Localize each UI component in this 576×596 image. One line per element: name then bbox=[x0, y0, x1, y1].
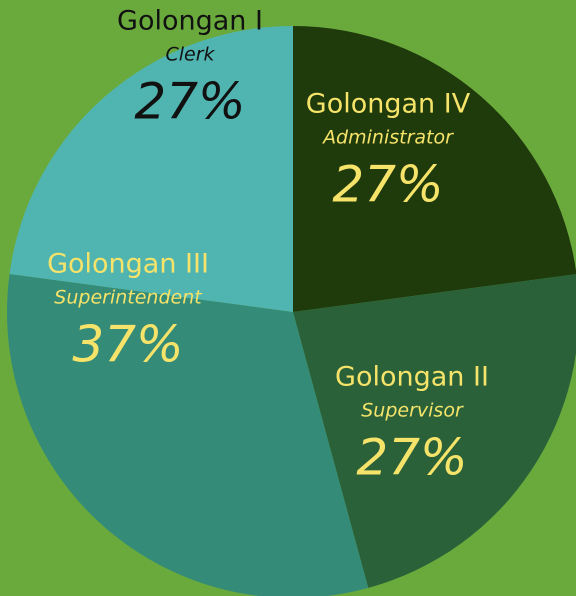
slice-label: Golongan II bbox=[335, 362, 489, 393]
pie-slice bbox=[293, 26, 576, 312]
slice-label: Golongan IV bbox=[306, 89, 471, 120]
slice-label: Golongan I bbox=[117, 6, 263, 37]
slice-value-label: 27% bbox=[332, 156, 443, 214]
pie-slice bbox=[9, 26, 293, 312]
slice-sublabel: Supervisor bbox=[361, 400, 464, 422]
slice-sublabel: Clerk bbox=[165, 44, 215, 66]
slice-value-label: 27% bbox=[134, 73, 245, 131]
pie-slice bbox=[7, 274, 369, 596]
slice-sublabel: Administrator bbox=[321, 127, 454, 149]
slice-sublabel: Superintendent bbox=[54, 287, 203, 309]
pie-slice bbox=[293, 274, 576, 588]
slice-value-label: 27% bbox=[356, 429, 467, 487]
slice-label: Golongan III bbox=[47, 249, 209, 280]
slice-value-label: 37% bbox=[72, 316, 183, 374]
